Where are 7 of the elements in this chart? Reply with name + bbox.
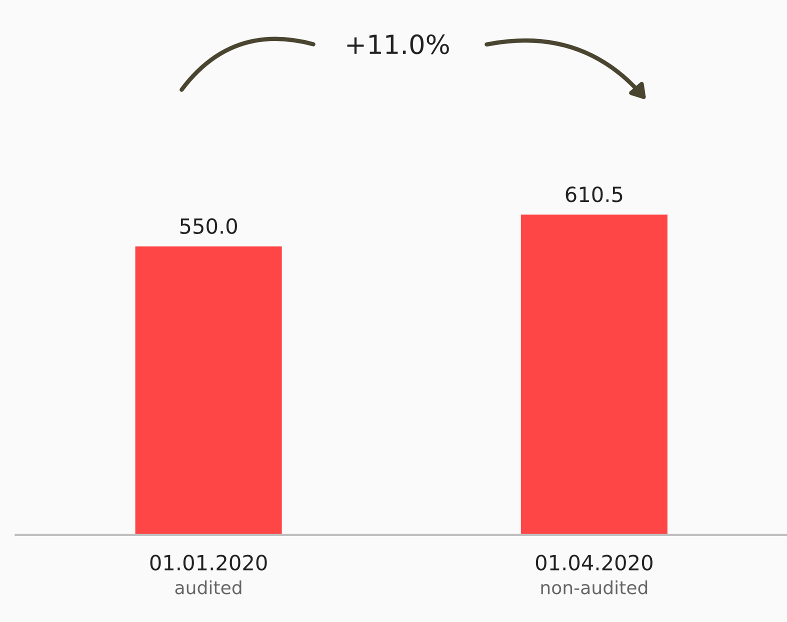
x-tick-label: 01.04.2020 [536,554,652,570]
text: audited [175,580,242,594]
text: non-audited [541,580,648,594]
data-label: 610.5 [566,186,622,202]
data-label: 550.0 [180,218,237,234]
x-tick-label: 01.01.2020 [150,554,267,570]
text: +11.0% [347,34,449,54]
